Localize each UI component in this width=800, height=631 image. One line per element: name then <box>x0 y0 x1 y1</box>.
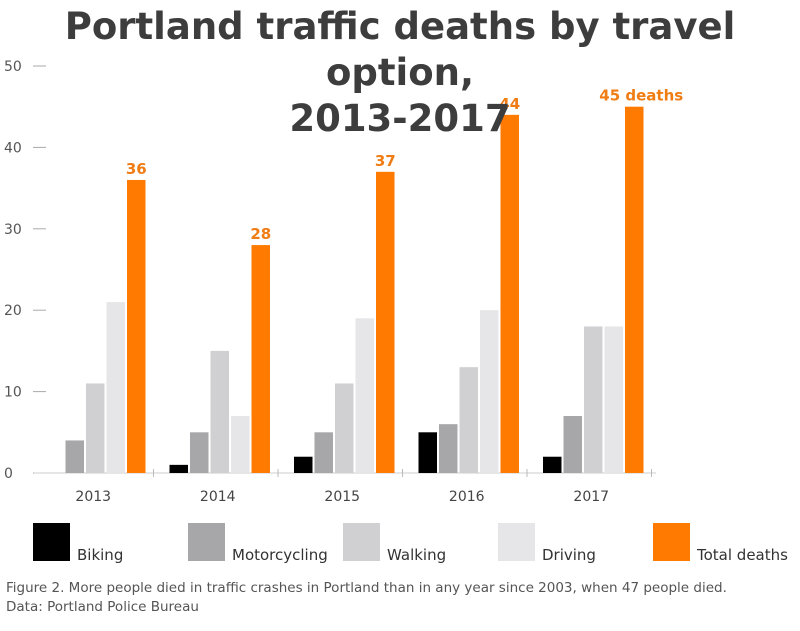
caption-source: Data: Portland Police Bureau <box>6 599 199 615</box>
bar-motorcycling <box>439 424 458 473</box>
legend-swatch <box>33 523 70 561</box>
figure-caption: Figure 2. More people died in traffic cr… <box>6 579 796 617</box>
total-data-label: 36 <box>126 160 147 178</box>
legend-item: Driving <box>498 523 596 564</box>
bar-walking <box>584 326 603 473</box>
y-tick-label: 40 <box>4 140 22 156</box>
caption-text: Figure 2. More people died in traffic cr… <box>6 580 727 596</box>
chart-title-line-2: 2013-2017 <box>289 97 511 140</box>
y-tick-label: 0 <box>4 466 13 482</box>
legend-item: Motorcycling <box>188 523 328 564</box>
total-data-label: 44 <box>499 95 520 113</box>
x-tick-label: 2013 <box>75 489 111 505</box>
bar-driving <box>355 318 374 473</box>
y-tick-label: 30 <box>4 222 22 238</box>
legend-label: Biking <box>77 546 123 564</box>
chart-title-line-1: Portland traffic deaths by travel option… <box>64 5 736 94</box>
bar-total-deaths <box>251 245 270 473</box>
x-tick-label: 2016 <box>449 489 485 505</box>
y-tick-label: 20 <box>4 303 22 319</box>
bar-driving <box>604 326 623 473</box>
bar-motorcycling <box>563 416 582 473</box>
total-data-label: 28 <box>250 225 271 243</box>
legend-item: Total deaths <box>653 523 788 564</box>
x-tick-label: 2014 <box>200 489 236 505</box>
bar-total-deaths <box>127 179 146 473</box>
legend-item: Biking <box>33 523 123 564</box>
y-tick-label: 50 <box>4 59 22 75</box>
legend-item: Walking <box>343 523 446 564</box>
legend-swatch <box>343 523 380 561</box>
bar-walking <box>459 367 478 473</box>
total-data-label: 37 <box>375 152 396 170</box>
legend-label: Motorcycling <box>232 546 328 564</box>
x-tick-label: 2015 <box>324 489 360 505</box>
legend-swatch <box>498 523 535 561</box>
bar-total-deaths <box>500 114 519 473</box>
bar-biking <box>418 432 437 473</box>
bar-total-deaths <box>376 171 395 473</box>
legend-label: Total deaths <box>696 546 788 564</box>
bar-walking <box>335 383 354 473</box>
legend-label: Driving <box>542 546 596 564</box>
bar-motorcycling <box>314 432 333 473</box>
bar-total-deaths <box>625 106 644 473</box>
bar-motorcycling <box>65 440 84 473</box>
bar-driving <box>106 302 125 473</box>
bar-biking <box>294 456 313 473</box>
total-data-label: 45 deaths <box>599 87 683 105</box>
bar-walking <box>210 350 229 473</box>
bar-biking <box>169 464 188 473</box>
bar-walking <box>86 383 105 473</box>
bar-driving <box>480 310 499 473</box>
legend-label: Walking <box>387 546 446 564</box>
legend-swatch <box>653 523 690 561</box>
bar-motorcycling <box>190 432 209 473</box>
bar-driving <box>231 416 250 473</box>
x-tick-label: 2017 <box>573 489 609 505</box>
legend-swatch <box>188 523 225 561</box>
bar-biking <box>543 456 562 473</box>
chart-title: Portland traffic deaths by travel option… <box>0 4 800 142</box>
y-tick-label: 10 <box>4 385 22 401</box>
